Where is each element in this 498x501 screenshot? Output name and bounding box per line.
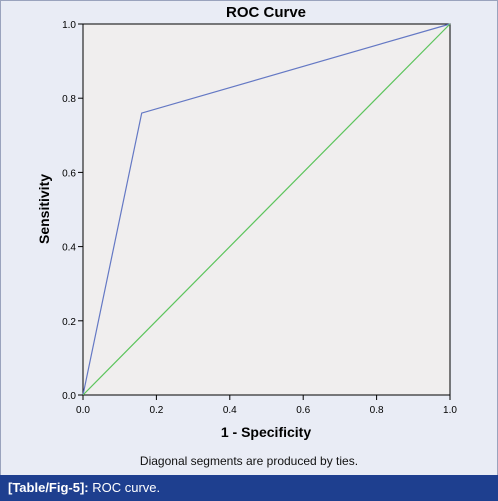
x-axis-label: 1 - Specificity xyxy=(221,424,311,440)
y-tick-label: 0.6 xyxy=(62,168,76,179)
y-tick-label: 0.2 xyxy=(62,317,76,328)
chart-footnote: Diagonal segments are produced by ties. xyxy=(139,454,359,468)
series-line-2 xyxy=(82,23,451,396)
x-tick-label: 0.4 xyxy=(223,405,237,416)
y-axis-ticks: 0.0 0.2 0.4 0.6 0.8 1.0 xyxy=(62,20,83,402)
x-tick-label: 0.2 xyxy=(149,405,163,416)
x-tick-label: 0.0 xyxy=(76,405,90,416)
x-tick-label: 1.0 xyxy=(443,405,457,416)
x-tick-label: 0.8 xyxy=(370,405,384,416)
y-tick-label: 1.0 xyxy=(62,20,76,31)
x-tick-label: 0.6 xyxy=(296,405,310,416)
y-axis-label: Sensitivity xyxy=(36,174,52,244)
series-layer xyxy=(82,23,451,396)
chart-title: ROC Curve xyxy=(226,4,306,21)
y-tick-label: 0.0 xyxy=(62,391,76,402)
figure-caption: [Table/Fig-5]: ROC curve. xyxy=(0,475,498,501)
x-axis-ticks: 0.0 0.2 0.4 0.6 0.8 1.0 xyxy=(76,395,457,416)
y-tick-label: 0.4 xyxy=(62,243,76,254)
series-line-1 xyxy=(82,23,451,396)
figure-caption-label: [Table/Fig-5]: xyxy=(8,480,89,495)
figure-caption-text: ROC curve. xyxy=(88,480,161,495)
y-tick-label: 0.8 xyxy=(62,94,76,105)
